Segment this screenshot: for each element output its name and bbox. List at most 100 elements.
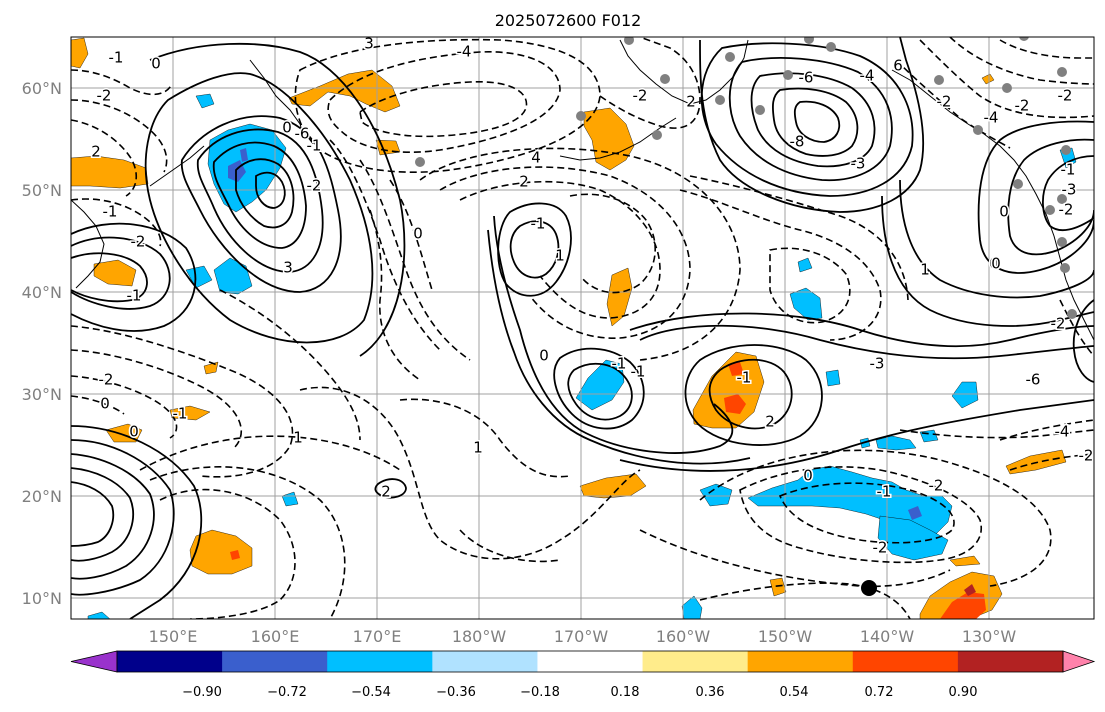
contour-negative [778, 482, 955, 544]
contour-negative [71, 99, 168, 173]
contour-label: 0 [100, 395, 110, 413]
contour-label: -6 [799, 69, 814, 87]
contour-positive [71, 425, 203, 619]
colorbar-extend-high [1062, 650, 1096, 673]
shade-positive [169, 405, 211, 421]
contour-negative [459, 180, 661, 319]
station-marker [660, 74, 670, 84]
contour-label: -1 [1061, 161, 1076, 179]
shade-positive [724, 394, 746, 414]
contour-negative [899, 429, 1094, 439]
colorbar-tick-label: −0.54 [351, 685, 391, 700]
contour-positive [553, 347, 645, 430]
contour-positive [899, 179, 1094, 299]
longitude-label: 150°E [149, 627, 198, 646]
contour-positive [728, 57, 893, 182]
contour-label: 2 [91, 143, 101, 161]
contour-label: 1 [555, 247, 565, 265]
contour-negative [329, 139, 441, 351]
colorbar-extend-low [70, 650, 118, 673]
station-marker [1057, 237, 1067, 247]
contour-label: 3 [283, 259, 293, 277]
contour-label: -2 [873, 539, 888, 557]
contour-label: 1 [473, 439, 483, 457]
contour-label: 0 [989, 255, 999, 273]
contour-label: 0 [999, 203, 1009, 221]
shade-negative [240, 148, 248, 162]
contour-positive [212, 141, 307, 249]
coastline-kamchatka [249, 59, 305, 139]
contour-label: -3 [870, 355, 885, 373]
contour-label: 0 [539, 347, 549, 365]
colorbar-tick-label: −0.72 [267, 685, 307, 700]
station-marker [755, 105, 765, 115]
station-marker [1057, 67, 1067, 77]
contour-negative [949, 37, 1094, 85]
contour-positive [567, 362, 633, 421]
contour-negative [689, 175, 909, 301]
contour-label: 2 [381, 483, 391, 501]
station-marker [1057, 194, 1067, 204]
contour-label: 0 [991, 255, 1001, 273]
colorbar-tick-label: −0.36 [436, 685, 476, 700]
shade-positive [189, 529, 253, 575]
contour-positive [497, 202, 572, 297]
contour-positive [639, 324, 1094, 360]
colorbar-segment [852, 651, 959, 672]
contour-positive [374, 478, 407, 499]
map-frame [70, 36, 1095, 620]
colorbar-segment [117, 651, 223, 672]
contour-positive [144, 72, 374, 344]
contour-label: -6 [1026, 371, 1041, 389]
colorbar-segment [957, 651, 1064, 672]
shade-negative [87, 611, 111, 619]
contour-positive [1042, 155, 1094, 232]
contour-negative [599, 37, 701, 129]
contour-positive [71, 252, 148, 303]
contour-positive [1072, 299, 1094, 383]
shade-positive [981, 73, 995, 85]
shade-negative [195, 93, 215, 109]
contour-label: 6 [893, 57, 903, 75]
contour-positive [772, 87, 859, 157]
shade-positive [728, 362, 744, 376]
colorbar-tick-label: 0.90 [949, 685, 978, 700]
shade-negative [825, 369, 841, 387]
figure-title: 2025072600 F012 [495, 11, 642, 30]
contour-positive [881, 195, 1094, 327]
coastline-aleutians [559, 117, 677, 161]
contour-negative [639, 529, 951, 588]
contour-positive [700, 42, 914, 197]
contour-positive [180, 115, 342, 293]
contour-label: -2 [1058, 87, 1073, 105]
contour-label: 2 [686, 93, 696, 111]
contour-negative [139, 435, 401, 471]
contour-label: -1 [877, 483, 892, 501]
contour-negative [419, 147, 741, 361]
colorbar-segments [70, 650, 1096, 673]
contour-label: -1 [531, 215, 546, 233]
shade-positive [105, 423, 143, 443]
contour-label: -2 [131, 233, 146, 251]
longitude-label: 160°W [656, 627, 711, 646]
colorbar-tick-label: −0.90 [182, 685, 222, 700]
colorbar-tick-labels: −0.90 −0.72 −0.54 −0.36 −0.18 0.18 0.36 0.54 0.7… [182, 685, 977, 700]
contour-negative [399, 398, 571, 478]
shade-positive [93, 259, 137, 287]
latitude-label: 60°N [22, 79, 62, 98]
contour-positive [509, 220, 560, 279]
contour-negative [71, 375, 178, 439]
station-marker [576, 111, 586, 121]
station-marker [624, 37, 634, 45]
contour-label: 1 [293, 429, 303, 447]
contour-label: 4 [531, 149, 541, 167]
longitude-label: 170°E [353, 627, 402, 646]
contour-label: -3 [1062, 181, 1077, 199]
shade-positive [964, 584, 976, 596]
contour-negative [699, 582, 911, 619]
contour-negative [389, 179, 433, 291]
contour-label: 2 [765, 413, 775, 431]
contour-negative [149, 466, 346, 619]
longitude-label: 180°W [452, 627, 507, 646]
colorbar-segment [642, 651, 749, 672]
